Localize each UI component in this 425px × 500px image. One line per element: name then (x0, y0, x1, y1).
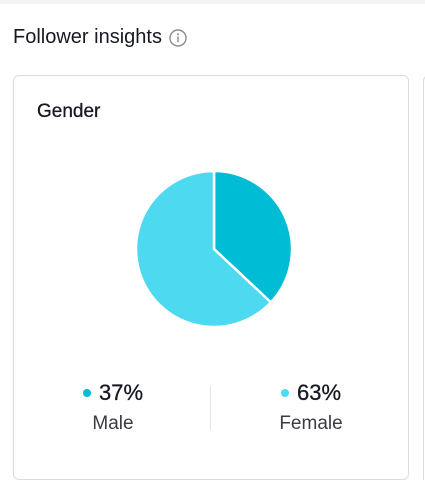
legend-divider (210, 386, 211, 430)
female-dot-icon (280, 389, 289, 397)
legend-item-female: 63% Female (212, 376, 410, 435)
section-header: Follower insights (13, 26, 187, 49)
gender-legend: 37% Male 63% Female (14, 376, 410, 446)
card-title: Gender (37, 101, 101, 122)
legend-item-male: 37% Male (14, 376, 212, 435)
section-title: Follower insights (13, 26, 162, 48)
top-strip (0, 0, 425, 4)
gender-pie-chart (134, 169, 294, 329)
female-percentage: 63% (296, 380, 342, 405)
pie-slice-male (212, 169, 294, 304)
pie-slice-female (134, 169, 273, 329)
male-dot-icon (82, 389, 91, 397)
female-label: Female (279, 413, 343, 434)
info-icon[interactable] (169, 28, 187, 47)
male-percentage: 37% (98, 380, 144, 405)
gender-card: Gender 37% Male 63% Female (13, 75, 409, 480)
male-label: Male (92, 413, 134, 434)
